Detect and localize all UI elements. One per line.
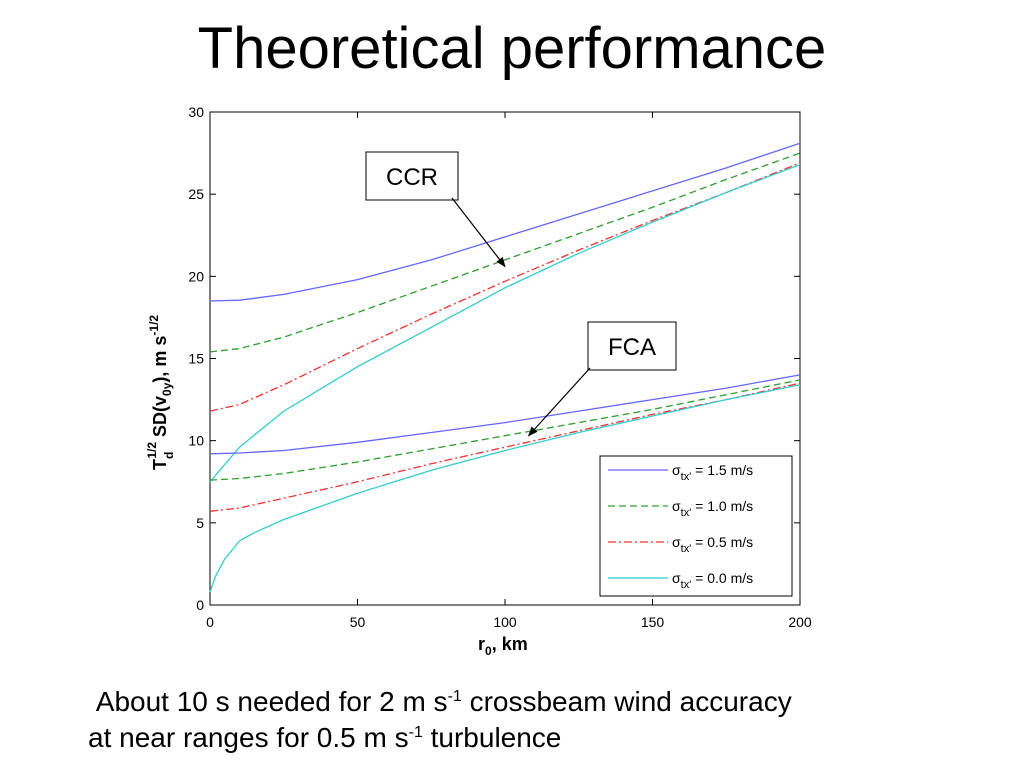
series-line-ccr (209, 163, 801, 483)
series-line-fca (209, 374, 801, 455)
legend-label: σtx' = 1.0 m/s (672, 498, 753, 519)
legend-box (599, 455, 793, 597)
y-tick-label: 20 (188, 268, 204, 284)
x-tick-label: 50 (350, 614, 366, 630)
y-tick-label: 5 (196, 515, 204, 531)
x-axis-label: r0, km (478, 634, 528, 658)
line-chart: 0 50 100 150 200 0 5 10 15 20 25 30 r0, km Td1/2 SD… (145, 104, 812, 658)
y-tick-label: 0 (196, 597, 204, 613)
fca-arrow (527, 367, 591, 437)
fca-annotation-box (587, 321, 677, 371)
series-line-fca (209, 384, 801, 593)
caption-line-1: About 10 s needed for 2 m s-1 crossbeam … (95, 686, 792, 717)
x-tick-label: 150 (641, 614, 665, 630)
legend-label: σtx' = 0.0 m/s (672, 570, 753, 591)
caption-line-2: at near ranges for 0.5 m s-1 turbulence (88, 722, 562, 753)
series-line-fca (209, 382, 801, 512)
page-title: Theoretical performance (197, 16, 827, 81)
y-tick-label: 25 (188, 186, 204, 202)
series-line-fca (209, 379, 801, 481)
legend-label: σtx' = 0.5 m/s (672, 534, 753, 555)
ccr-arrow (451, 197, 506, 268)
legend-label: σtx' = 1.5 m/s (672, 462, 753, 483)
x-tick-label: 0 (206, 614, 214, 630)
x-tick-label: 100 (493, 614, 517, 630)
series-line-ccr (209, 152, 801, 353)
fca-annotation-label: FCA (608, 334, 656, 361)
y-tick-label: 10 (188, 433, 204, 449)
series-line-ccr (209, 142, 801, 302)
y-axis-label: Td1/2 SD(v0y), m s-1/2 (145, 315, 176, 470)
caption: About 10 s needed for 2 m s-1 crossbeam … (88, 684, 988, 756)
ccr-annotation-label: CCR (386, 164, 438, 191)
axis-ticks: 0 50 100 150 200 0 5 10 15 20 25 30 (188, 104, 811, 630)
series-line-ccr (209, 162, 801, 412)
chart-legend: σtx' = 1.5 m/s σtx' = 1.0 m/s σtx' = 0.5 m… (599, 455, 793, 597)
y-tick-label: 30 (188, 104, 204, 120)
annotations: CCR FCA (365, 151, 677, 437)
series-lines (209, 142, 801, 593)
ccr-annotation-box (365, 151, 459, 201)
y-tick-label: 15 (188, 351, 204, 367)
x-tick-label: 200 (788, 614, 812, 630)
